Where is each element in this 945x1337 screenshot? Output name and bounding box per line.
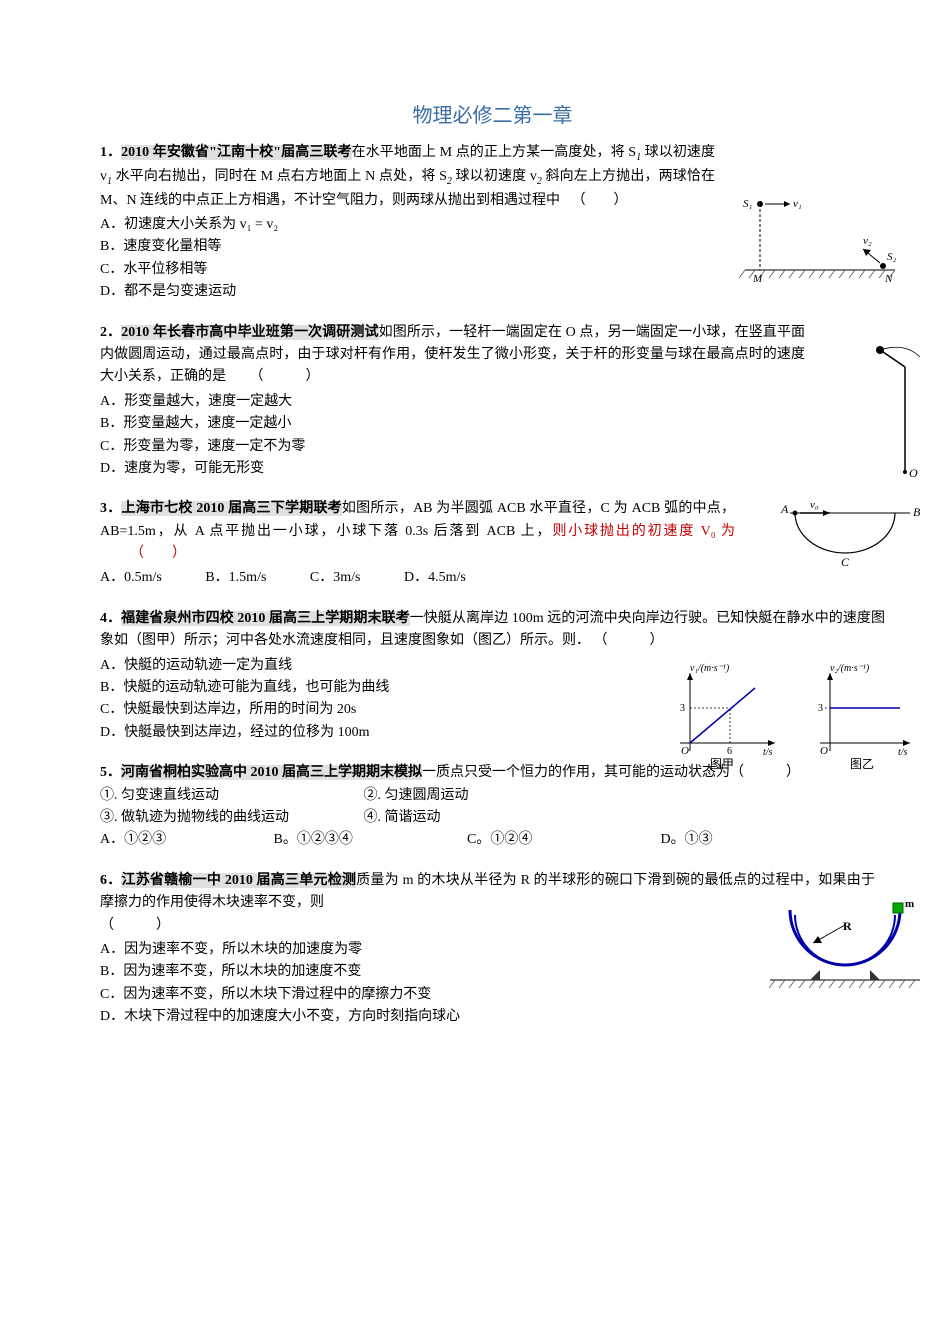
q4-num: 4． xyxy=(100,611,121,626)
fig4-yl2: v₂/(m·s⁻¹) xyxy=(830,663,870,674)
q4-optD: D．快艇最快到达岸边，经过的位移为 100m xyxy=(100,722,615,744)
q1-paren: （ ） xyxy=(572,193,628,208)
q6-figure: R m xyxy=(765,895,925,995)
fig4-O1: O xyxy=(681,745,689,757)
fig-O: O xyxy=(909,466,918,480)
fig-C: C xyxy=(841,555,850,568)
q2-paren: （ ） xyxy=(250,369,320,384)
q5-text: 一质点只受一个恒力的作用，其可能的运动状态为（ ） xyxy=(422,765,800,780)
q3-num: 3． xyxy=(100,501,121,516)
q5-optD: D。①③ xyxy=(661,832,713,847)
q4-figure: 3 6 O v₁/(m·s⁻¹) t/s 图甲 3 O v₂/(m·s⁻¹) t… xyxy=(655,663,925,773)
q4-paren: （ ） xyxy=(594,633,664,648)
q2-optD: D．速度为零，可能无形变 xyxy=(100,458,885,480)
q5-options: A．①②③ B。①②③④ C。①②④ D。①③ xyxy=(100,829,885,851)
q3-paren: （ ） xyxy=(130,546,186,561)
q2-figure: O xyxy=(845,332,925,482)
fig4-y3b: 3 xyxy=(818,703,823,714)
question-2: 2．2010 年长春市高中毕业班第一次调研测试如图所示，一轻杆一端固定在 O 点… xyxy=(100,322,885,481)
fig-s2: S₂ xyxy=(887,251,897,263)
q2-options: A．形变量越大，速度一定越大 B．形变量越大，速度一定越小 C．形变量为零，速度… xyxy=(100,391,885,481)
q4-source: 福建省泉州市四校 2010 届高三上学期期末联考 xyxy=(121,611,410,626)
fig-R: R xyxy=(843,919,852,933)
q3-text-b: 则小球抛出的初速度 V₀ 为 xyxy=(552,524,735,539)
question-3: 3．上海市七校 2010 届高三下学期联考如图所示，AB 为半圆弧 ACB 水平… xyxy=(100,498,885,590)
q4-optA: A．快艇的运动轨迹一定为直线 xyxy=(100,655,615,677)
fig4-x6: 6 xyxy=(727,746,732,757)
q5-choices-row2: ③. 做轨迹为抛物线的曲线运动 ④. 简谐运动 xyxy=(100,807,885,829)
q4-optC: C．快艇最快到达岸边，所用的时间为 20s xyxy=(100,699,615,721)
q5-c2: ②. 匀速圆周运动 xyxy=(364,788,469,803)
q6-optD: D．木块下滑过程中的加速度大小不变，方向时刻指向球心 xyxy=(100,1006,885,1028)
q2-optB: B．形变量越大，速度一定越小 xyxy=(100,413,885,435)
q1-num: 1． xyxy=(100,145,121,160)
q2-optC: C．形变量为零，速度一定不为零 xyxy=(100,436,885,458)
fig-s1: S₁ xyxy=(743,198,753,210)
fig-m: m xyxy=(905,898,914,910)
q3-body: 3．上海市七校 2010 届高三下学期联考如图所示，AB 为半圆弧 ACB 水平… xyxy=(100,498,885,565)
question-5: 5．河南省桐柏实验高中 2010 届高三上学期期末模拟一质点只受一个恒力的作用，… xyxy=(100,762,885,852)
q2-body: 2．2010 年长春市高中毕业班第一次调研测试如图所示，一轻杆一端固定在 O 点… xyxy=(100,322,885,389)
fig-B: B xyxy=(913,505,921,519)
q5-body: 5．河南省桐柏实验高中 2010 届高三上学期期末模拟一质点只受一个恒力的作用，… xyxy=(100,762,885,784)
q5-num: 5． xyxy=(100,765,121,780)
fig-N: N xyxy=(884,273,893,282)
question-4: 4．福建省泉州市四校 2010 届高三上学期期末联考一快艇从离岸边 100m 远… xyxy=(100,608,885,744)
q1-text-a: 在水平地面上 M 点的正上方某一高度处，将 S xyxy=(352,145,637,160)
q3-optB: B．1.5m/s xyxy=(205,570,266,585)
fig4-xl2: t/s xyxy=(898,747,908,758)
q1-figure: S₁ v₁ v₂ S₂ M N xyxy=(735,192,905,282)
fig-M: M xyxy=(752,273,763,282)
q1-text-c: 水平向右抛出，同时在 M 点右方地面上 N 点处，将 S xyxy=(112,169,447,184)
q6-source: 江苏省赣榆一中 2010 届高三单元检测 xyxy=(121,873,356,888)
q1-optD: D．都不是匀变速运动 xyxy=(100,281,885,303)
q2-optA: A．形变量越大，速度一定越大 xyxy=(100,391,885,413)
q2-source: 2010 年长春市高中毕业班第一次调研测试 xyxy=(121,325,378,340)
fig4-y3a: 3 xyxy=(680,703,685,714)
question-1: 1．2010 年安徽省"江南十校"届高三联考在水平地面上 M 点的正上方某一高度… xyxy=(100,142,885,304)
q5-choices-row1: ①. 匀变速直线运动 ②. 匀速圆周运动 xyxy=(100,785,885,807)
fig4-yl1: v₁/(m·s⁻¹) xyxy=(690,663,730,674)
fig-v2: v₂ xyxy=(863,235,872,247)
q3-figure: A B C v₀ xyxy=(775,498,925,568)
q4-body: 4．福建省泉州市四校 2010 届高三上学期期末联考一快艇从离岸边 100m 远… xyxy=(100,608,885,653)
fig-A: A xyxy=(780,502,789,516)
q5-c3: ③. 做轨迹为抛物线的曲线运动 xyxy=(100,807,360,829)
page-title: 物理必修二第一章 xyxy=(100,100,885,132)
q1-source: 2010 年安徽省"江南十校"届高三联考 xyxy=(121,145,351,160)
q6-num: 6． xyxy=(100,873,121,888)
q1-text-d: 球以初速度 v xyxy=(452,169,537,184)
q4-optB: B．快艇的运动轨迹可能为直线，也可能为曲线 xyxy=(100,677,615,699)
q3-optD: D．4.5m/s xyxy=(404,570,466,585)
fig4-O2: O xyxy=(820,745,828,757)
q3-options: A．0.5m/s B．1.5m/s C．3m/s D．4.5m/s xyxy=(100,567,885,589)
q5-c4: ④. 简谐运动 xyxy=(364,810,441,825)
fig4-xl1: t/s xyxy=(763,747,773,758)
q3-optA: A．0.5m/s xyxy=(100,570,162,585)
question-6: 6．江苏省赣榆一中 2010 届高三单元检测质量为 m 的木块从半径为 R 的半… xyxy=(100,870,885,1029)
q5-c1: ①. 匀变速直线运动 xyxy=(100,785,360,807)
q5-optA: A．①②③ xyxy=(100,829,230,851)
q5-optC: C。①②④ xyxy=(467,829,617,851)
fig-v0: v₀ xyxy=(810,499,819,511)
q5-optB: B。①②③④ xyxy=(274,829,424,851)
q5-source: 河南省桐柏实验高中 2010 届高三上学期期末模拟 xyxy=(121,765,422,780)
q3-source: 上海市七校 2010 届高三下学期联考 xyxy=(121,501,341,516)
q2-num: 2． xyxy=(100,325,121,340)
q3-optC: C．3m/s xyxy=(310,570,361,585)
fig-v1: v₁ xyxy=(793,198,802,210)
